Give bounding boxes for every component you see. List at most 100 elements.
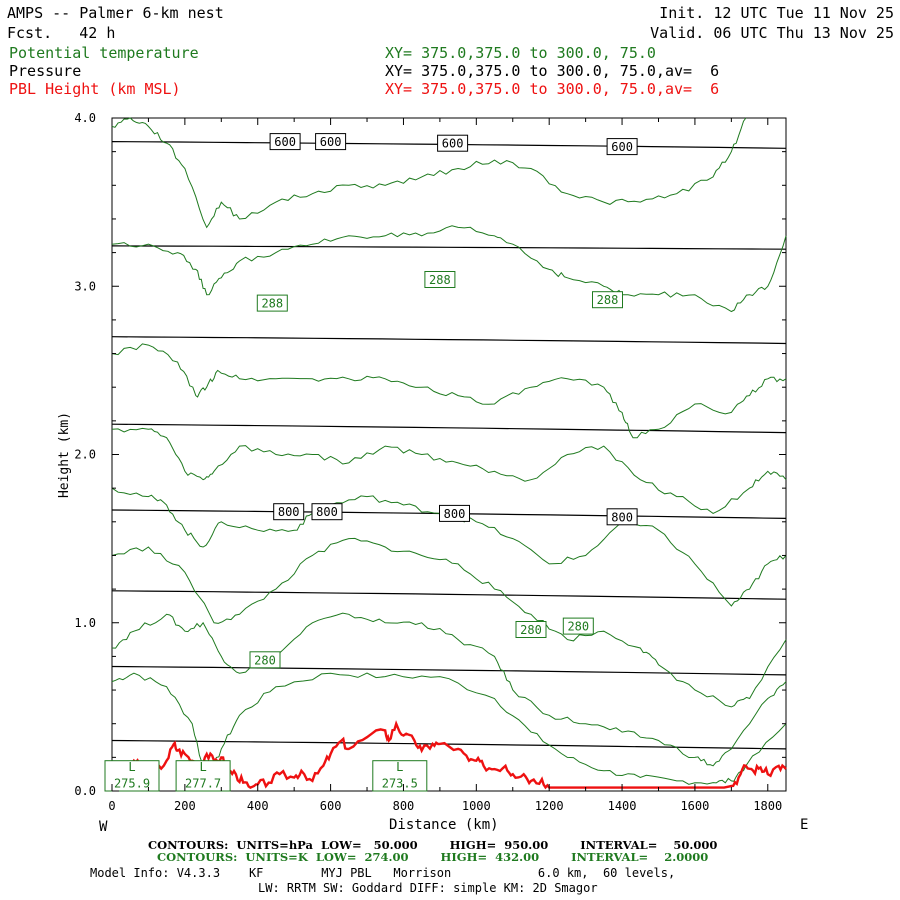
field-label-pressure: Pressure [9, 62, 82, 80]
forecast-hour: Fcst. 42 h [7, 24, 116, 42]
pressure-label-0-box [269, 133, 301, 151]
y-tick-label-1: 1.0 [74, 616, 96, 630]
pressure-label-2: 600 [437, 134, 469, 152]
field-label-pbl: PBL Height (km MSL) [9, 80, 181, 98]
axes: 0 200 400 600 800 1000 1200 1400 1600 1800 0.0 1.0 2… [74, 111, 786, 813]
low-marker-0: L 275.9 [104, 760, 160, 792]
x-axis-label: Distance (km) [389, 817, 499, 833]
pressure-line-7 [111, 739, 787, 750]
theta-line-0 [111, 672, 787, 785]
x-end-label-east: E [800, 817, 809, 833]
theta-line-2 [111, 537, 787, 708]
theta-label-3-text: 280 [254, 653, 276, 667]
x-tick-label-3: 600 [320, 799, 342, 813]
pressure-label-3: 600 [606, 138, 638, 156]
low-marker-2-letter: L [396, 760, 403, 774]
field-xy-pbl: XY= 375.0,375.0 to 300.0, 75.0,av= 6 [385, 80, 720, 98]
x-tick-label-0: 0 [108, 799, 115, 813]
low-marker-0-letter: L [128, 760, 135, 774]
x-end-label-west: W [99, 819, 108, 835]
low-marker-2: L 273.5 [372, 760, 428, 792]
pressure-label-5-box [311, 503, 343, 521]
theta-label-0-text: 288 [261, 297, 283, 311]
theta-label-5: 280 [562, 617, 594, 635]
low-marker-1-letter: L [199, 760, 206, 774]
pressure-label-3-box [606, 138, 638, 156]
theta-label-4-box [515, 621, 547, 638]
pressure-label-4-box [273, 503, 305, 521]
x-tick-label-5: 1000 [462, 799, 491, 813]
y-tick-label-3: 3.0 [74, 279, 96, 293]
field-xy-theta: XY= 375.0,375.0 to 300.0, 75.0 [385, 44, 656, 62]
low-marker-1-value: 277.7 [185, 777, 221, 791]
theta-label-5-box [562, 617, 594, 635]
pressure-line-2 [111, 336, 787, 345]
init-time: Init. 12 UTC Tue 11 Nov 25 [659, 4, 894, 22]
pressure-label-5: 800 [311, 503, 343, 521]
low-marker-0-box [104, 760, 160, 792]
pressure-line-3 [111, 423, 787, 434]
pbl-height-line [111, 720, 787, 790]
theta-label-3-box [249, 651, 281, 669]
theta-line-6 [111, 225, 787, 313]
y-tick-label-0: 0.0 [74, 784, 96, 798]
low-marker-2-box [372, 760, 428, 792]
x-tick-label-8: 1600 [680, 799, 709, 813]
y-axis-label: Height (km) [57, 411, 73, 499]
low-marker-0-value: 275.9 [114, 777, 150, 791]
pressure-label-6-box [439, 504, 470, 522]
pressure-label-7: 800 [606, 508, 638, 526]
pressure-label-1: 600 [315, 133, 347, 151]
pressure-label-0-text: 600 [274, 135, 296, 149]
theta-label-5-text: 280 [567, 620, 589, 634]
theta-line-3 [111, 487, 787, 607]
y-tick-label-2: 2.0 [74, 448, 96, 462]
footer-model-info: Model Info: V4.3.3 KF MYJ PBL Morrison 6… [90, 866, 676, 880]
chart-title: AMPS -- Palmer 6-km nest [7, 4, 224, 22]
pressure-contours [111, 141, 787, 750]
theta-label-2: 288 [592, 291, 623, 309]
pressure-label-0: 600 [269, 133, 301, 151]
theta-label-2-text: 288 [597, 293, 619, 307]
theta-label-4: 280 [515, 621, 547, 638]
plot-frame [111, 117, 787, 792]
valid-time: Valid. 06 UTC Thu 13 Nov 25 [650, 24, 894, 42]
footer-physics: LW: RRTM SW: Goddard DIFF: simple KM: 2D… [258, 881, 598, 895]
low-marker-2-value: 273.5 [382, 777, 418, 791]
theta-label-0-box [256, 294, 288, 312]
pressure-line-6 [111, 665, 787, 676]
pressure-label-2-text: 600 [442, 137, 464, 151]
x-tick-label-4: 800 [393, 799, 415, 813]
field-xy-pressure: XY= 375.0,375.0 to 300.0, 75.0,av= 6 [385, 62, 720, 80]
x-tick-label-7: 1400 [608, 799, 637, 813]
low-marker-1: L 277.7 [175, 760, 231, 792]
theta-label-2-box [592, 291, 623, 309]
theta-line-1 [111, 612, 787, 767]
theta-line-5 [111, 343, 787, 439]
y-tick-label-4: 4.0 [74, 111, 96, 125]
theta-contours [111, 117, 787, 785]
theta-label-1: 288 [424, 271, 456, 288]
x-tick-label-1: 200 [174, 799, 196, 813]
pressure-label-2-box [437, 134, 469, 152]
pressure-label-7-box [606, 508, 638, 526]
field-label-theta: Potential temperature [9, 44, 199, 62]
pressure-label-7-text: 800 [611, 510, 633, 524]
theta-line-7 [111, 117, 747, 229]
theta-label-1-text: 288 [429, 273, 451, 287]
footer-contours-pressure: CONTOURS: UNITS=hPa LOW= 50.000 HIGH= 95… [148, 838, 718, 852]
pbl-series [111, 720, 787, 790]
pressure-label-1-box [315, 133, 347, 151]
theta-label-4-text: 280 [520, 623, 542, 637]
theta-label-1-box [424, 271, 456, 288]
pressure-label-6-text: 800 [444, 507, 466, 521]
theta-label-3: 280 [249, 651, 281, 669]
pressure-label-1-text: 600 [320, 135, 342, 149]
pressure-label-4: 800 [273, 503, 305, 521]
pressure-label-6: 800 [439, 504, 470, 522]
theta-label-0: 288 [256, 294, 288, 312]
theta-line-4 [111, 427, 787, 514]
pressure-line-5 [111, 590, 787, 600]
x-tick-label-9: 1800 [753, 799, 782, 813]
